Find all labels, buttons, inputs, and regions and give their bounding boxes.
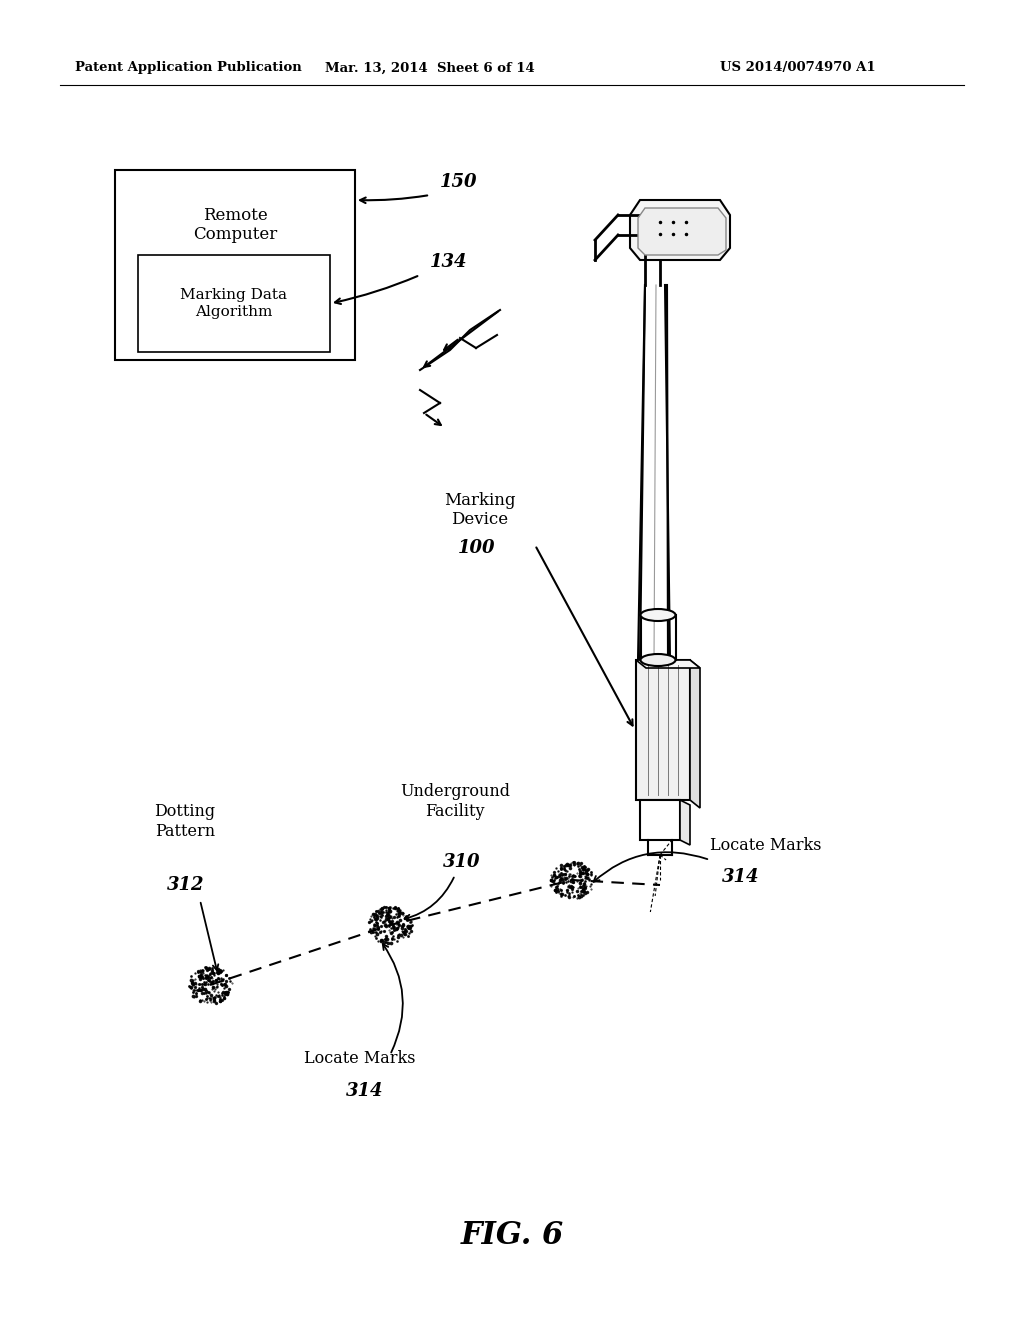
Bar bbox=[640, 800, 680, 840]
Text: 314: 314 bbox=[722, 869, 760, 886]
Text: 314: 314 bbox=[346, 1082, 384, 1100]
Text: Patent Application Publication: Patent Application Publication bbox=[75, 62, 302, 74]
Text: Marking
Device: Marking Device bbox=[444, 492, 516, 528]
Text: FIG. 6: FIG. 6 bbox=[461, 1220, 563, 1250]
Polygon shape bbox=[630, 201, 730, 260]
Ellipse shape bbox=[640, 653, 676, 667]
Text: Locate Marks: Locate Marks bbox=[710, 837, 821, 854]
Text: Marking Data
Algorithm: Marking Data Algorithm bbox=[180, 288, 288, 318]
Polygon shape bbox=[636, 660, 700, 668]
Text: 310: 310 bbox=[443, 853, 480, 871]
Ellipse shape bbox=[640, 609, 676, 620]
Polygon shape bbox=[638, 209, 726, 255]
Polygon shape bbox=[680, 800, 690, 845]
Text: Mar. 13, 2014  Sheet 6 of 14: Mar. 13, 2014 Sheet 6 of 14 bbox=[326, 62, 535, 74]
Text: 150: 150 bbox=[440, 173, 477, 191]
Polygon shape bbox=[690, 660, 700, 808]
Text: Dotting
Pattern: Dotting Pattern bbox=[155, 804, 216, 840]
Bar bbox=[138, 255, 330, 352]
Bar bbox=[636, 660, 690, 800]
Text: US 2014/0074970 A1: US 2014/0074970 A1 bbox=[720, 62, 876, 74]
Text: Remote
Computer: Remote Computer bbox=[193, 207, 278, 243]
Text: Locate Marks: Locate Marks bbox=[304, 1049, 416, 1067]
Text: 100: 100 bbox=[458, 539, 496, 557]
Text: 312: 312 bbox=[167, 876, 205, 894]
Text: 134: 134 bbox=[430, 253, 468, 271]
Text: Underground
Facility: Underground Facility bbox=[400, 783, 510, 820]
Bar bbox=[115, 170, 355, 360]
